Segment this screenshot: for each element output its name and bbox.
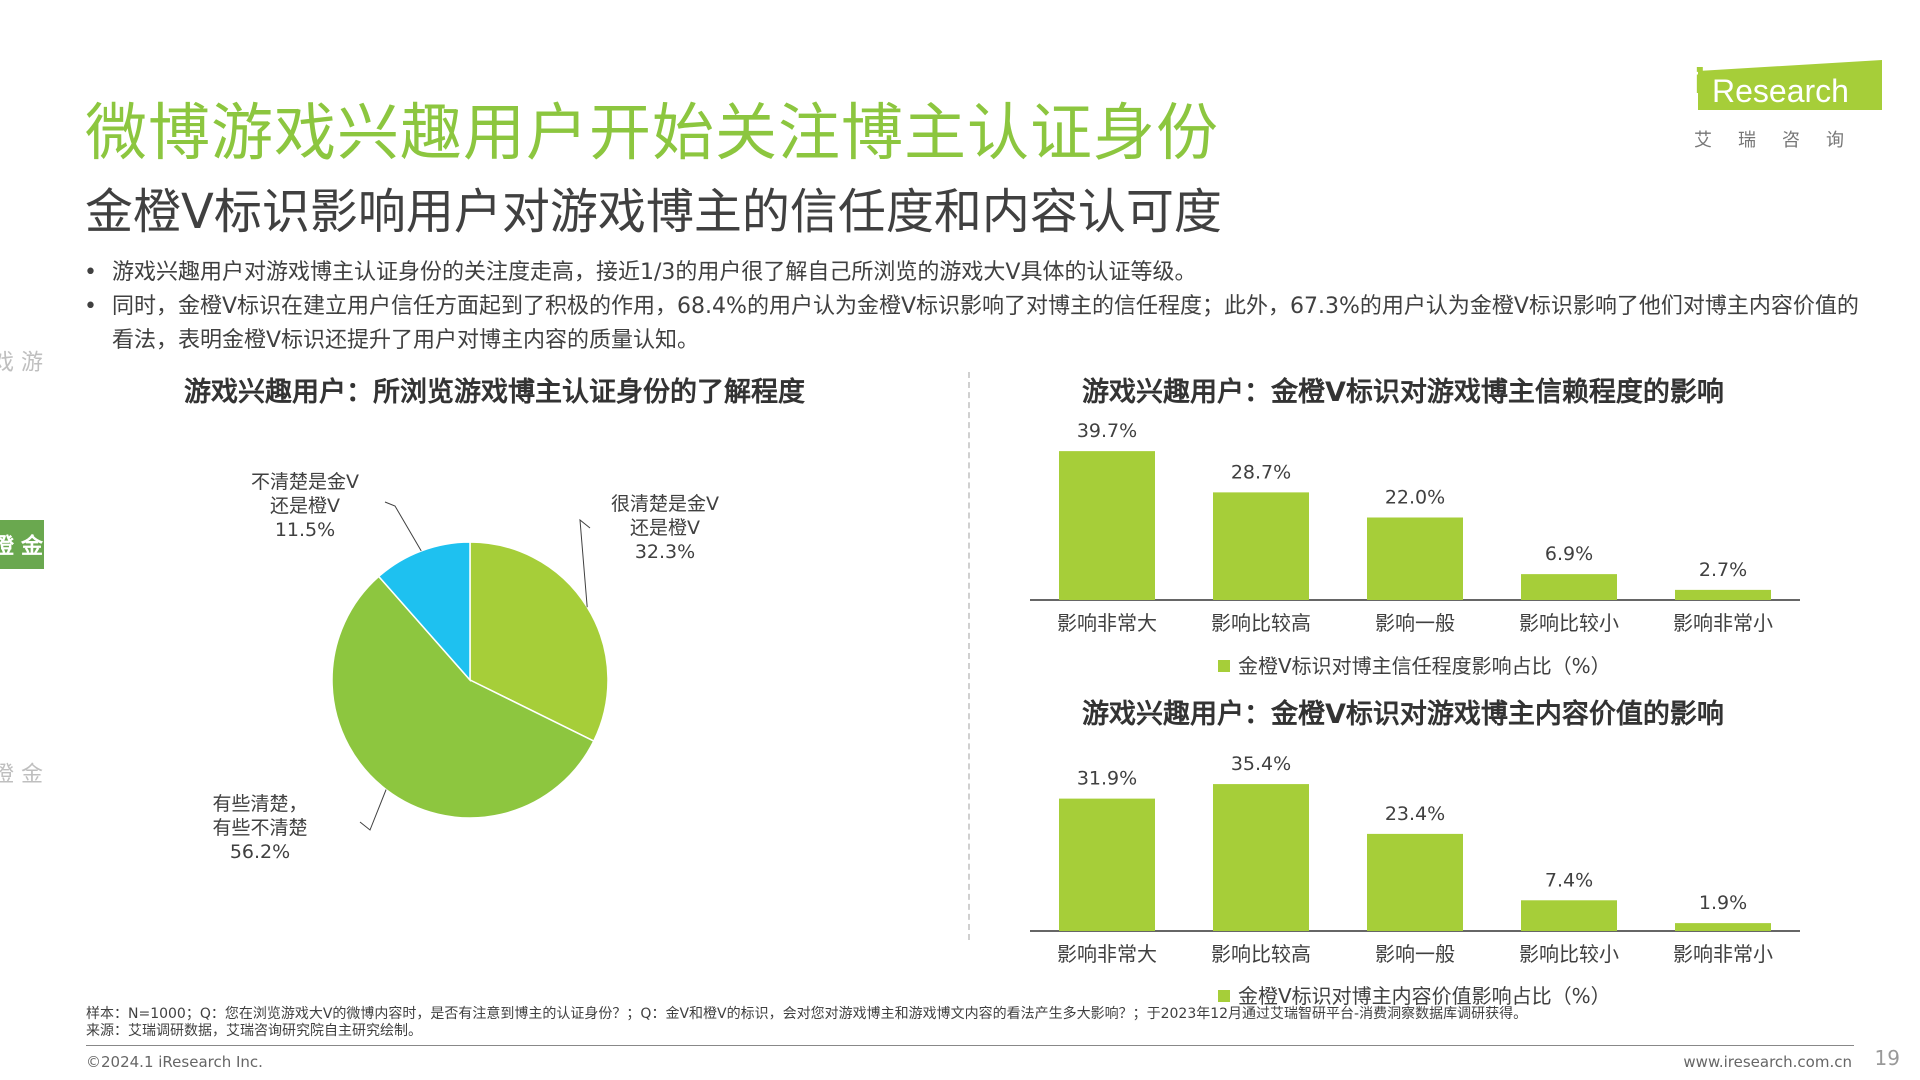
website-link[interactable]: www.iresearch.com.cn — [1683, 1053, 1852, 1071]
source-note: 来源：艾瑞调研数据，艾瑞咨询研究院自主研究绘制。 — [86, 1023, 422, 1039]
bar — [1059, 451, 1155, 600]
bar-value-label: 23.4% — [1385, 803, 1445, 825]
bar — [1521, 574, 1617, 600]
bar — [1675, 923, 1771, 931]
category-label: 影响非常小 — [1673, 611, 1773, 635]
bullet-item: • 游戏兴趣用户对游戏博主认证身份的关注度走高，接近1/3的用户很了解自己所浏览… — [82, 256, 1862, 290]
legend-swatch — [1218, 990, 1230, 1002]
category-label: 影响非常小 — [1673, 942, 1773, 966]
page-subtitle: 金橙V标识影响用户对游戏博主的信任度和内容认可度 — [85, 184, 1222, 240]
bullet-text: 游戏兴趣用户对游戏博主认证身份的关注度走高，接近1/3的用户很了解自己所浏览的游… — [112, 260, 1197, 285]
bullet-item: • 同时，金橙V标识在建立用户信任方面起到了积极的作用，68.4%的用户认为金橙… — [82, 290, 1862, 358]
pie-slice-label: 很清楚是金V 还是橙V 32.3% — [611, 493, 719, 563]
bar-value-label: 39.7% — [1077, 420, 1137, 442]
sample-note: 样本：N=1000；Q：您在浏览游戏大V的微博内容时，是否有注意到博主的认证身份… — [86, 1006, 1528, 1022]
pie-slice-label: 有些清楚，有些不清楚 56.2% — [212, 793, 307, 863]
logo-brand-text: Research — [1712, 73, 1849, 109]
category-label: 影响一般 — [1375, 942, 1455, 966]
pie-slice — [331, 575, 595, 819]
trust-chart-title: 游戏兴趣用户：金橙V标识对游戏博主信赖程度的影响 — [1082, 377, 1724, 408]
legend-label: 金橙V标识对博主信任程度影响占比（%） — [1238, 654, 1611, 678]
bar — [1675, 589, 1771, 600]
bullet-dot-icon: • — [84, 260, 97, 285]
category-label: 影响非常大 — [1057, 611, 1157, 635]
bullet-dot-icon: • — [84, 294, 97, 319]
content-bar-chart: 31.9% 影响非常大 35.4% 影响比较高 23.4% 影响一般 7.4% 影响比较小 1.… — [1030, 753, 1800, 966]
footnotes: 样本：N=1000；Q：您在浏览游戏大V的微博内容时，是否有注意到博主的认证身份… — [86, 1006, 1527, 1040]
summary-bullets: • 游戏兴趣用户对游戏博主认证身份的关注度走高，接近1/3的用户很了解自己所浏览… — [82, 256, 1862, 358]
pie-leader-line — [359, 789, 387, 831]
bar — [1059, 798, 1155, 931]
bar — [1213, 492, 1309, 600]
bar — [1367, 833, 1463, 931]
category-label: 影响比较高 — [1211, 611, 1311, 635]
category-label: 影响比较小 — [1519, 942, 1619, 966]
bar-value-label: 1.9% — [1699, 892, 1747, 914]
iresearch-logo: i Research 艾瑞咨询 — [1686, 60, 1896, 160]
bar-value-label: 7.4% — [1545, 869, 1593, 891]
trust-bar-chart: 39.7% 影响非常大 28.7% 影响比较高 22.0% 影响一般 6.9% 影响比较小 2.… — [1030, 420, 1800, 635]
side-nav-item-vsystem[interactable]: 金橙V体系 — [0, 520, 44, 569]
category-label: 影响非常大 — [1057, 942, 1157, 966]
panel-divider — [968, 372, 970, 940]
bar-value-label: 22.0% — [1385, 487, 1445, 509]
trust-chart-legend: 金橙V标识对博主信任程度影响占比（%） — [1218, 650, 1611, 679]
footer-divider — [86, 1045, 1854, 1046]
page-number: 19 — [1874, 1046, 1900, 1070]
legend-label: 金橙V标识对博主内容价值影响占比（%） — [1238, 984, 1611, 1008]
bullet-text: 同时，金橙V标识在建立用户信任方面起到了积极的作用，68.4%的用户认为金橙V标… — [112, 294, 1859, 353]
legend-swatch — [1218, 660, 1230, 672]
side-nav-item-veffect[interactable]: 金橙V效果 — [0, 761, 42, 784]
content-chart-title: 游戏兴趣用户：金橙V标识对游戏博主内容价值的影响 — [1082, 699, 1724, 730]
copyright-text: ©2024.1 iResearch Inc. — [86, 1053, 263, 1071]
bar — [1521, 900, 1617, 931]
bar — [1367, 517, 1463, 600]
pie-chart-title: 游戏兴趣用户：所浏览游戏博主认证身份的了解程度 — [184, 377, 805, 408]
category-label: 影响一般 — [1375, 611, 1455, 635]
side-nav-item-ecosystem[interactable]: 游戏生态 — [0, 350, 42, 372]
bar-value-label: 28.7% — [1231, 461, 1291, 483]
pie-slice-label: 不清楚是金V 还是橙V 11.5% — [251, 471, 359, 541]
page-title: 微博游戏兴趣用户开始关注博主认证身份 — [85, 96, 1220, 169]
bar-value-label: 31.9% — [1077, 768, 1137, 790]
pie-leader-line — [579, 518, 591, 608]
pie-leader-line — [384, 501, 422, 552]
bar-value-label: 35.4% — [1231, 753, 1291, 775]
bar — [1213, 784, 1309, 931]
category-label: 影响比较小 — [1519, 611, 1619, 635]
content-chart-legend: 金橙V标识对博主内容价值影响占比（%） — [1218, 980, 1611, 1009]
logo-i-letter: i — [1694, 62, 1706, 102]
logo-chinese-text: 艾瑞咨询 — [1694, 130, 1870, 151]
bar-value-label: 2.7% — [1699, 559, 1747, 581]
category-label: 影响比较高 — [1211, 942, 1311, 966]
bar-value-label: 6.9% — [1545, 543, 1593, 565]
pie-slice — [377, 541, 471, 682]
pie-chart: 很清楚是金V 还是橙V 32.3% 有些清楚，有些不清楚 56.2% 不清楚是金V 还是橙V… — [212, 471, 719, 863]
